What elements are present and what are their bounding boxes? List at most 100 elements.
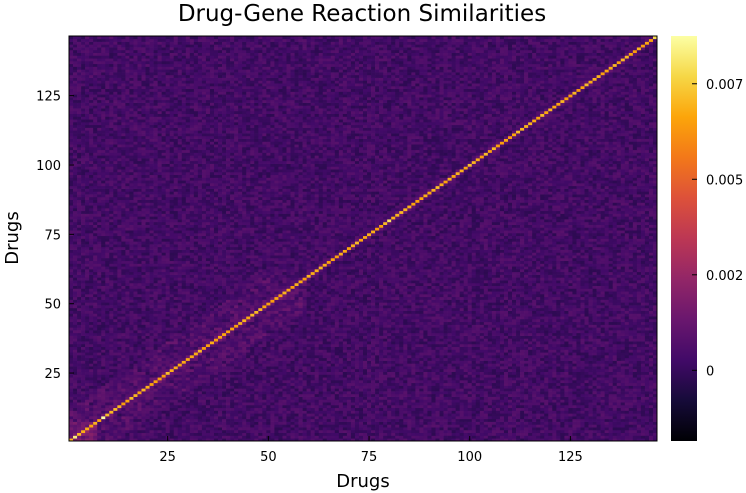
heatmap-cell [137,363,141,366]
heatmap-cell [488,383,492,386]
heatmap-cell [379,399,383,402]
heatmap-cell [621,366,625,369]
heatmap-cell [387,413,391,416]
heatmap-cell [194,383,198,386]
heatmap-cell [609,399,613,402]
heatmap-cell [339,388,343,391]
heatmap-cell [387,424,391,427]
heatmap-cell [246,405,250,408]
heatmap-cell [625,386,629,389]
heatmap-cell [427,427,431,430]
heatmap-cell [266,383,270,386]
heatmap-cell [520,391,524,394]
heatmap-cell [81,366,85,369]
heatmap-cell [339,405,343,408]
heatmap-cell [339,363,343,366]
heatmap-cell [258,427,262,430]
heatmap-cell [621,374,625,377]
heatmap-cell [617,394,621,397]
heatmap-cell [440,435,444,438]
heatmap-cell [311,427,315,430]
heatmap-cell [270,366,274,369]
heatmap-cell [222,380,226,383]
heatmap-cell [504,422,508,425]
heatmap-cell [548,394,552,397]
heatmap-cell [363,424,367,427]
heatmap-cell [508,383,512,386]
heatmap-cell [238,388,242,391]
heatmap-cell [113,416,117,419]
heatmap-cell [468,366,472,369]
heatmap-cell [202,430,206,433]
heatmap-cell [129,369,133,372]
heatmap-cell [387,380,391,383]
heatmap-cell [621,380,625,383]
heatmap-cell [291,424,295,427]
heatmap-cell [395,369,399,372]
heatmap-cell [423,416,427,419]
heatmap-cell [343,383,347,386]
heatmap-cell [427,372,431,375]
heatmap-cell [391,391,395,394]
heatmap-cell [222,358,226,361]
heatmap-cell [146,363,150,366]
heatmap-cell [339,397,343,400]
heatmap-cell [170,352,174,355]
heatmap-cell [311,361,315,364]
heatmap-cell [238,391,242,394]
heatmap-cell [105,369,109,372]
heatmap-cell [214,422,218,425]
heatmap-cell [464,433,468,436]
heatmap-cell [589,430,593,433]
heatmap-cell [359,427,363,430]
heatmap-cell [315,366,319,369]
heatmap-cell [625,399,629,402]
heatmap-cell [375,369,379,372]
heatmap-cell [516,419,520,422]
heatmap-cell [423,419,427,422]
heatmap-cell [226,413,230,416]
heatmap-cell [580,366,584,369]
heatmap-cell [230,399,234,402]
heatmap-cell [649,405,653,408]
heatmap-cell [532,352,536,355]
heatmap-cell [174,361,178,364]
heatmap-cell [431,424,435,427]
heatmap-cell [383,405,387,408]
heatmap-cell [210,397,214,400]
heatmap-cell [121,433,125,436]
heatmap-cell [568,349,572,352]
heatmap-cell [568,355,572,358]
heatmap-cell [371,349,375,352]
heatmap-cell [214,416,218,419]
heatmap-cell [295,388,299,391]
heatmap-cell [375,419,379,422]
heatmap-cell [319,386,323,389]
heatmap-cell [121,435,125,438]
heatmap-cell [162,416,166,419]
heatmap-cell [77,344,81,347]
heatmap-cell [448,408,452,411]
heatmap-cell [97,435,101,438]
heatmap-cell [158,372,162,375]
heatmap-cell [89,377,93,380]
heatmap-cell [468,413,472,416]
heatmap-cell [323,410,327,413]
heatmap-cell [101,355,105,358]
heatmap-cell [456,430,460,433]
heatmap-cell [222,399,226,402]
heatmap-cell [339,380,343,383]
heatmap-cell [81,410,85,413]
heatmap-cell [81,427,85,430]
heatmap-cell [613,402,617,405]
heatmap-cell [85,408,89,411]
heatmap-cell [278,399,282,402]
heatmap-cell [109,405,113,408]
heatmap-cell [488,413,492,416]
heatmap-cell [286,419,290,422]
heatmap-cell [133,413,137,416]
heatmap-cell [89,433,93,436]
heatmap-cell [226,419,230,422]
heatmap-cell [202,399,206,402]
heatmap-cell [387,435,391,438]
